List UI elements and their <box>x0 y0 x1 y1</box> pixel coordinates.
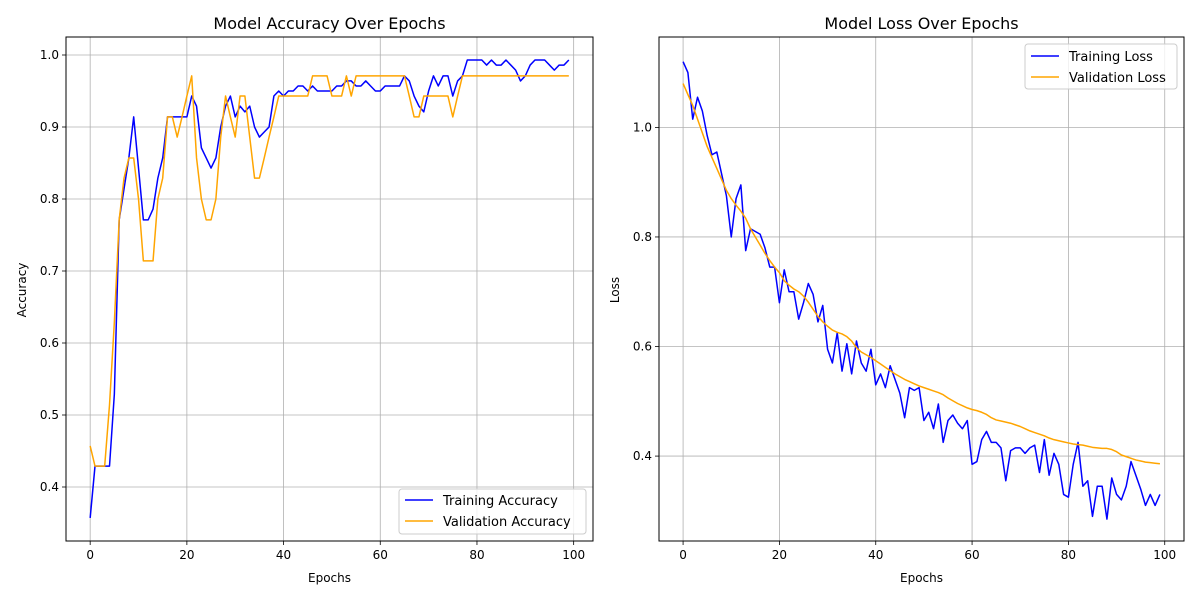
validation-loss-line <box>682 83 1161 465</box>
loss-x-tick-label: 0 <box>679 548 687 562</box>
loss-chart: Model Loss Over Epochs Epochs Loss 0 20 40… <box>608 14 1185 585</box>
accuracy-x-tick-label: 40 <box>276 548 291 562</box>
accuracy-gridlines <box>66 37 593 541</box>
loss-x-axis-label: Epochs <box>900 571 943 585</box>
accuracy-y-tick-label: 1.0 <box>40 48 59 62</box>
accuracy-x-tick-label: 100 <box>562 548 585 562</box>
loss-lines <box>682 61 1161 520</box>
accuracy-y-tick-label: 0.7 <box>40 264 59 278</box>
accuracy-y-tick-label: 0.8 <box>40 192 59 206</box>
loss-x-tick-label: 60 <box>964 548 979 562</box>
accuracy-y-tick-label: 0.4 <box>40 480 59 494</box>
accuracy-x-axis-label: Epochs <box>308 571 351 585</box>
loss-y-tick-label: 0.4 <box>633 449 652 463</box>
accuracy-plot-frame <box>65 36 594 542</box>
loss-legend: Training Loss Validation Loss <box>1024 43 1178 90</box>
loss-y-tick-label: 1.0 <box>633 120 652 134</box>
loss-plot-frame <box>658 36 1185 542</box>
training-loss-line <box>682 61 1161 520</box>
accuracy-y-tick-label: 0.9 <box>40 120 59 134</box>
loss-x-tick-label: 80 <box>1061 548 1076 562</box>
loss-y-axis-label: Loss <box>608 277 622 303</box>
loss-chart-title: Model Loss Over Epochs <box>824 14 1018 33</box>
validation-accuracy-legend-label: Validation Accuracy <box>443 515 571 530</box>
accuracy-chart: Model Accuracy Over Epochs Epochs Accura… <box>15 14 594 585</box>
accuracy-y-tick-label: 0.6 <box>40 336 59 350</box>
loss-x-tick-label: 40 <box>868 548 883 562</box>
accuracy-chart-title: Model Accuracy Over Epochs <box>213 14 445 33</box>
validation-loss-legend-label: Validation Loss <box>1069 71 1166 86</box>
accuracy-legend: Training Accuracy Validation Accuracy <box>398 488 587 535</box>
training-loss-legend-label: Training Loss <box>1068 50 1153 65</box>
loss-y-tick-label: 0.8 <box>633 230 652 244</box>
loss-gridlines <box>659 37 1184 541</box>
accuracy-lines <box>89 59 570 519</box>
validation-accuracy-line <box>89 75 569 467</box>
accuracy-legend-box <box>398 488 587 535</box>
training-accuracy-legend-label: Training Accuracy <box>442 494 558 509</box>
loss-y-tick-label: 0.6 <box>633 340 652 354</box>
loss-x-tick-label: 100 <box>1153 548 1176 562</box>
accuracy-x-tick-label: 20 <box>179 548 194 562</box>
loss-ticks: 0 20 40 60 80 100 0.4 0.6 0.8 1.0 <box>633 120 1176 562</box>
accuracy-y-axis-label: Accuracy <box>15 263 29 318</box>
loss-x-tick-label: 20 <box>772 548 787 562</box>
accuracy-x-tick-label: 0 <box>86 548 94 562</box>
accuracy-y-tick-label: 0.5 <box>40 408 59 422</box>
accuracy-x-tick-label: 60 <box>373 548 388 562</box>
accuracy-x-tick-label: 80 <box>469 548 484 562</box>
loss-legend-box <box>1024 43 1178 90</box>
accuracy-ticks: 0 20 40 60 80 100 0.4 0.5 0.6 0.7 0.8 0.9 1.0 <box>40 48 585 562</box>
